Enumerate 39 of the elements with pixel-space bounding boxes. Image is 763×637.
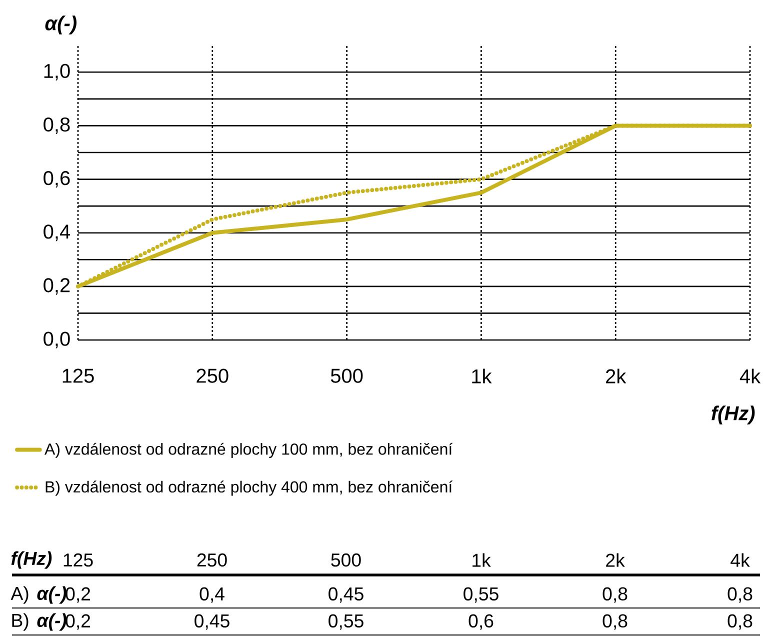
category-label: 250 <box>197 553 227 567</box>
y-tick-label: 0,6 <box>44 171 70 188</box>
data-label: 0,2 <box>66 587 90 603</box>
legend-label: A) vzdálenost od odrazné plochy 100 mm, bez ohraničení <box>44 442 453 458</box>
data-label: 0,8 <box>602 587 628 603</box>
category-label: 125 <box>64 553 93 567</box>
data-label: 0,6 <box>468 614 494 630</box>
y-tick-label: 0,8 <box>44 117 70 134</box>
data-label: 0,8 <box>602 614 628 630</box>
data-label: 0,55 <box>464 587 498 603</box>
y-axis-title: α(-) <box>45 16 76 34</box>
y-tick-label: 0,2 <box>44 278 70 295</box>
x-tick-label: 125 <box>62 368 94 383</box>
data-label: 0,55 <box>328 614 364 630</box>
x-tick-label: 250 <box>196 368 228 383</box>
x-axis-title: f(Hz) <box>712 406 755 424</box>
text: f(Hz) <box>11 551 52 569</box>
data-label: 0,45 <box>328 587 364 603</box>
data-label: 0,45 <box>194 614 230 630</box>
x-tick-label: 1k <box>472 368 492 384</box>
x-tick-label: 500 <box>330 368 363 383</box>
x-tick-label: 2k <box>606 368 626 384</box>
category-label: 2k <box>606 553 625 567</box>
category-label: 1k <box>472 553 491 567</box>
category-label: 4k <box>730 553 750 567</box>
text: α(-) <box>37 586 66 604</box>
text: A) <box>10 586 28 604</box>
x-tick-label: 4k <box>740 368 761 384</box>
y-tick-label: 1,0 <box>44 64 70 80</box>
y-tick-label: 0,4 <box>44 224 70 242</box>
y-tick-label: 0,0 <box>44 332 70 348</box>
data-label: 0,8 <box>728 614 752 630</box>
text: α(-) <box>37 613 66 631</box>
data-label: 0,8 <box>728 587 752 603</box>
legend-label: B) vzdálenost od odrazné plochy 400 mm, bez ohraničení <box>46 480 453 496</box>
data-label: 0,2 <box>66 614 90 630</box>
data-label: 0,4 <box>200 587 224 603</box>
text: B) <box>12 613 28 631</box>
category-label: 500 <box>331 553 361 567</box>
